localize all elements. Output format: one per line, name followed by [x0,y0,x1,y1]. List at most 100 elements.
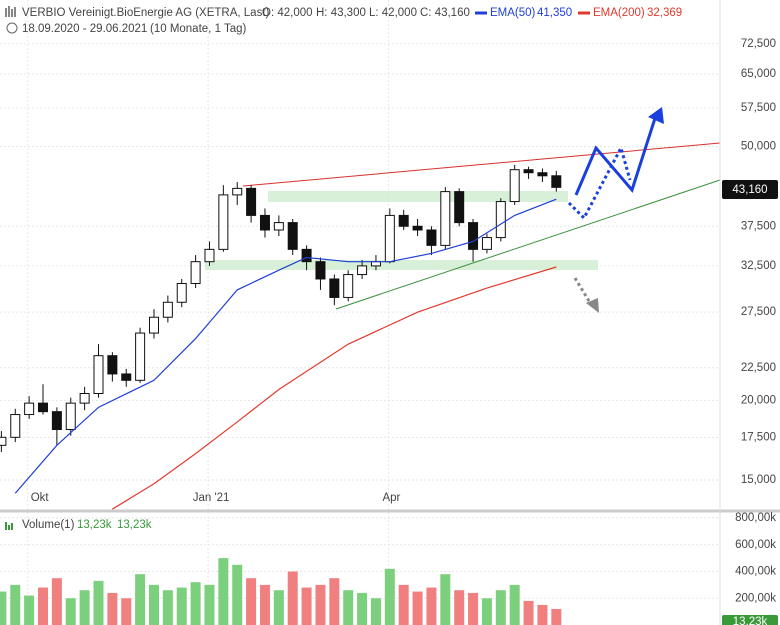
candle-body [357,265,368,276]
candle-body [176,282,187,303]
y-tick-label: 37,500 [741,220,776,232]
candle-body [232,187,243,196]
candle-body [495,201,506,239]
legend-label: EMA(200) [593,7,645,19]
candle-body [107,355,118,375]
candle-body [481,237,492,250]
last-price-tag [722,180,778,199]
ohlc-label: O: 42,000 [262,7,313,19]
volume-icon [5,522,13,530]
legend-label: EMA(50) [490,7,536,19]
last-volume-label: 13,23k [733,616,768,625]
volume-bar [357,592,368,625]
candle-body [135,332,146,381]
volume-bar [24,595,35,625]
resistance-trendline [242,142,721,187]
candle-body [329,278,340,298]
candle-body [38,402,49,413]
candle-body [551,175,562,188]
candle-body [273,222,284,231]
volume-value: 13,23k [77,519,112,531]
volume-bar [343,590,354,625]
arrow-head [648,107,664,124]
candle-body [384,214,395,263]
last-price-label: 43,160 [732,184,767,196]
candle-body [440,191,451,246]
y-tick-label: 72,500 [741,38,776,50]
volume-bar [398,584,409,625]
volume-bar [370,598,381,625]
volume-bar [468,592,479,625]
candle-body [301,248,312,263]
ohlc-label: H: 43,300 [316,7,366,19]
volume-value: 13,23k [117,519,152,531]
candle-body [370,261,381,267]
y-tick-label: 600,00k [735,539,776,551]
volume-bar [93,580,104,625]
y-tick-label: 22,500 [741,362,776,374]
candle-body [218,194,229,250]
volume-bar [107,592,118,625]
candle-body [148,316,159,334]
ohlc-label: L: 42,000 [369,7,417,19]
scenario-arrow-up [574,111,659,196]
volume-bar [412,591,423,625]
clock-icon [6,22,18,34]
chart-subtitle: 18.09.2020 - 29.06.2021 [22,23,147,35]
candle-body [426,229,437,246]
legend-value: 32,369 [647,7,682,19]
period-label: (10 Monate, 1 Tag) [150,23,246,35]
volume-bar [10,584,21,625]
volume-bar [551,608,562,625]
volume-bar [0,591,7,625]
volume-bar [481,598,492,625]
volume-bar [273,590,284,625]
x-tick-label: Apr [382,492,400,504]
volume-bar [440,574,451,625]
candle-body [246,187,257,216]
volume-bar [176,587,187,625]
volume-bars [0,558,562,625]
indicator-lines [14,198,557,510]
volume-bar [79,590,90,625]
arrow-head [586,298,599,313]
candle-body [79,393,90,404]
volume-bar [287,571,298,625]
y-tick-label: 800,00k [735,512,776,524]
volume-bar [65,598,76,625]
candle-body [0,436,7,446]
candles [0,164,562,452]
candle-body [259,214,270,231]
volume-bar [259,584,270,625]
volume-title: Volume(1) [22,519,75,531]
volume-bar [135,574,146,625]
volume-bar [121,598,132,625]
candle-body [454,191,465,224]
candle-body [121,373,132,381]
candle-body [412,225,423,231]
volume-bar [523,600,534,625]
volume-bar [148,584,159,625]
y-tick-label: 15,000 [741,474,776,486]
y-tick-label: 17,500 [741,431,776,443]
y-tick-label: 32,500 [741,260,776,272]
volume-bar [38,587,49,625]
last-volume-tag [722,615,778,625]
candle-body [343,274,354,298]
candle-body [315,261,326,280]
candle-body [398,214,409,227]
volume-bar [537,604,548,625]
candle-body [190,261,201,284]
candle-body [468,222,479,250]
y-tick-label: 57,500 [741,102,776,114]
ohlc-label: C: 43,160 [420,7,470,19]
candle-body [537,172,548,177]
volume-bar [190,582,201,625]
volume-bar [162,590,173,625]
volume-bar [329,578,340,625]
resistance-band [268,191,568,202]
volume-bar [218,558,229,625]
candle-body [10,414,21,438]
support-band [205,260,598,270]
